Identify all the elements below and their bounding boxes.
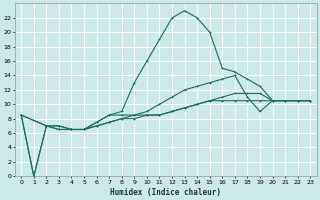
X-axis label: Humidex (Indice chaleur): Humidex (Indice chaleur) xyxy=(110,188,221,197)
